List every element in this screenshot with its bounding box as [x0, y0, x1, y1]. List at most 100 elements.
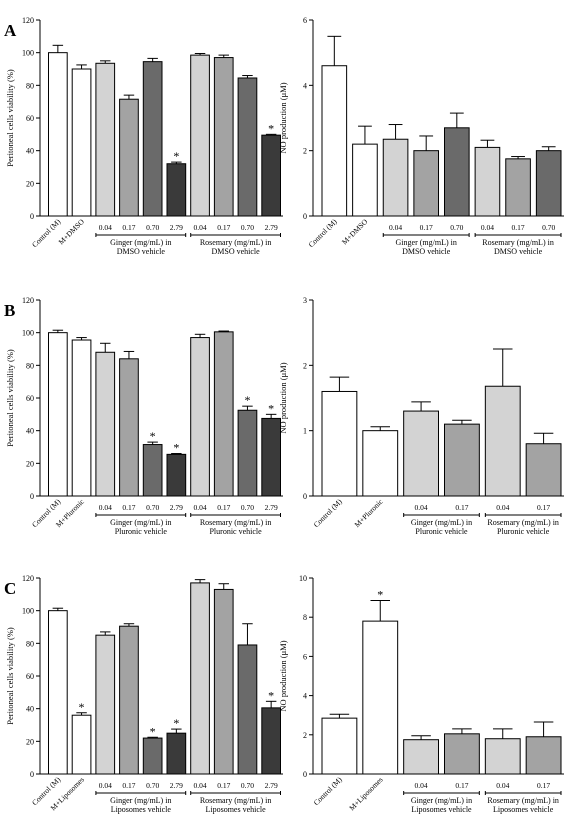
category-label: 0.04	[415, 503, 428, 512]
y-tick-label: 60	[26, 394, 34, 403]
bar	[119, 98, 139, 217]
y-axis-label: NO production (μM)	[278, 640, 288, 711]
category-label: M+DMSO	[57, 217, 87, 247]
group-label: Ginger (mg/mL) in	[411, 518, 472, 527]
significance-marker: *	[268, 121, 274, 135]
bar	[444, 127, 470, 217]
category-label: 0.17	[217, 503, 230, 512]
y-tick-label: 4	[303, 81, 307, 90]
bar	[119, 358, 139, 497]
category-label: 2.79	[265, 503, 278, 512]
y-tick-label: 100	[22, 49, 34, 58]
y-tick-label: 8	[303, 613, 307, 622]
category-label: 0.17	[455, 503, 468, 512]
bar	[237, 77, 258, 217]
y-axis-label: NO production (μM)	[278, 82, 288, 153]
bar	[95, 62, 116, 217]
bar	[95, 634, 116, 775]
category-label: 0.04	[496, 503, 509, 512]
significance-marker: *	[268, 401, 274, 415]
group-label: DMSO vehicle	[494, 247, 543, 256]
bar	[444, 423, 480, 497]
significance-marker: *	[79, 700, 85, 714]
bar	[142, 444, 163, 497]
bar	[261, 707, 281, 775]
bar	[166, 453, 187, 497]
group-label: Pluronic vehicle	[209, 527, 262, 536]
bar	[413, 150, 439, 217]
category-label: 0.70	[241, 223, 254, 232]
y-tick-label: 0	[303, 770, 307, 779]
panel-letter: C	[4, 579, 16, 598]
group-label: Liposomes vehicle	[111, 805, 172, 814]
group-label: Rosemary (mg/mL) in	[487, 796, 559, 805]
y-axis-label: Peritoneal cells viability (%)	[5, 69, 15, 167]
y-tick-label: 6	[303, 16, 307, 25]
bar	[142, 737, 163, 775]
chart-B-1: 0 20 40 60 80 100 120 Peritoneal cells viabilit…	[5, 296, 283, 536]
bar	[321, 65, 348, 217]
category-label: 0.17	[122, 503, 135, 512]
category-label: Control (M)	[30, 217, 62, 249]
group-label: Liposomes vehicle	[205, 805, 266, 814]
group-label: DMSO vehicle	[402, 247, 451, 256]
y-tick-label: 80	[26, 81, 34, 90]
chart-C-1: 0 20 40 60 80 100 120 Peritoneal cells viabilit…	[5, 574, 283, 814]
bar	[48, 332, 68, 497]
y-tick-label: 20	[26, 737, 34, 746]
chart-A-2: 0 2 4 6 NO production (μM) Control (M) M+DMSO 0…	[278, 16, 564, 256]
bar	[95, 351, 116, 497]
bar	[362, 430, 399, 497]
bar	[190, 54, 210, 217]
group-label: Rosemary (mg/mL) in	[200, 238, 272, 247]
bar	[505, 158, 531, 217]
category-label: 0.04	[193, 781, 206, 790]
bar	[403, 410, 439, 497]
y-tick-label: 120	[22, 16, 34, 25]
bar	[237, 644, 258, 775]
y-tick-label: 120	[22, 574, 34, 583]
y-tick-label: 20	[26, 179, 34, 188]
y-tick-label: 20	[26, 459, 34, 468]
group-label: Ginger (mg/mL) in	[396, 238, 457, 247]
category-label: M+DMSO	[340, 217, 370, 247]
y-tick-label: 2	[303, 731, 307, 740]
group-label: Rosemary (mg/mL) in	[487, 518, 559, 527]
y-tick-label: 120	[22, 296, 34, 305]
category-label: 0.04	[193, 503, 206, 512]
category-label: 0.17	[420, 223, 433, 232]
category-label: 0.70	[146, 503, 159, 512]
category-label: Control (M)	[307, 217, 339, 249]
category-label: 0.70	[450, 223, 463, 232]
category-label: 0.70	[146, 781, 159, 790]
y-tick-label: 80	[26, 361, 34, 370]
y-tick-label: 2	[303, 147, 307, 156]
category-label: 0.04	[193, 223, 206, 232]
bar	[382, 138, 409, 217]
panel-letter: B	[4, 301, 15, 320]
bar	[321, 717, 358, 775]
group-label: DMSO vehicle	[211, 247, 260, 256]
bar	[444, 733, 480, 775]
bar	[535, 150, 562, 217]
category-label: 2.79	[170, 503, 183, 512]
category-label: M+Liposomes	[347, 775, 384, 812]
significance-marker: *	[173, 149, 179, 163]
group-label: Pluronic vehicle	[415, 527, 468, 536]
category-label: 0.17	[512, 223, 525, 232]
category-label: 0.04	[496, 781, 509, 790]
bar	[352, 143, 378, 217]
bar	[525, 443, 562, 497]
significance-marker: *	[150, 429, 156, 443]
category-label: 0.17	[122, 223, 135, 232]
bar	[166, 732, 187, 775]
y-tick-label: 100	[22, 607, 34, 616]
y-tick-label: 6	[303, 652, 307, 661]
category-label: 0.70	[241, 503, 254, 512]
group-label: Pluronic vehicle	[497, 527, 550, 536]
